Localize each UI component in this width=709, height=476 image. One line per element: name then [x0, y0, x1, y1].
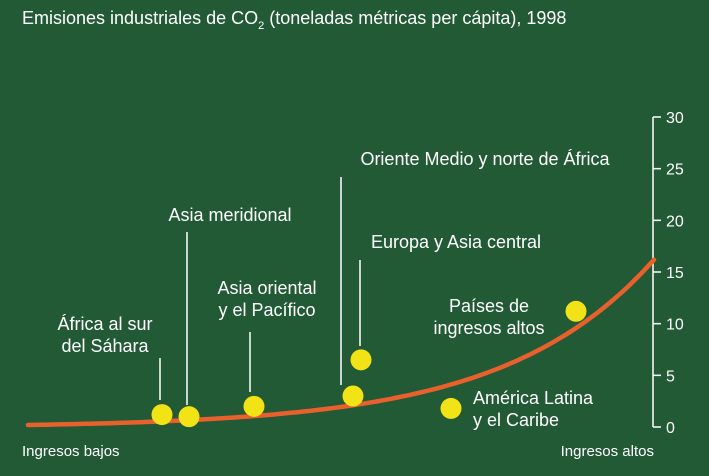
- trend-layer: [25, 257, 657, 428]
- leader-lines: [159, 177, 361, 405]
- point-label: América Latina y el Caribe: [473, 388, 594, 430]
- point-label: Europa y Asia central: [371, 232, 541, 252]
- y-tick-label: 20: [666, 213, 684, 230]
- point-label: Asia oriental y el Pacífico: [217, 278, 316, 320]
- y-tick-label: 0: [666, 420, 675, 437]
- y-tick-label: 5: [666, 368, 675, 385]
- trend-curve: [25, 257, 657, 428]
- data-point: [565, 300, 587, 322]
- data-point: [440, 397, 462, 419]
- x-label-low-income: Ingresos bajos: [22, 443, 120, 460]
- chart-title: Emisiones industriales de CO2 (toneladas…: [22, 8, 566, 32]
- data-point: [342, 385, 364, 407]
- point-label: Países de ingresos altos: [433, 296, 544, 338]
- point-label: Asia meridional: [168, 205, 291, 225]
- point-labels: África al sur del Sáhara Asia meridional As…: [57, 149, 610, 430]
- data-point: [151, 404, 173, 426]
- y-tick-label: 30: [666, 110, 684, 127]
- data-points: [151, 300, 587, 428]
- data-point: [350, 349, 372, 371]
- point-label: África al sur del Sáhara: [57, 314, 152, 356]
- data-point: [178, 406, 200, 428]
- x-label-high-income: Ingresos altos: [561, 443, 654, 460]
- data-point: [243, 395, 265, 417]
- y-tick-label: 10: [666, 317, 684, 334]
- y-tick-label: 15: [666, 265, 684, 282]
- y-axis: 0 5 10 15 20 25 30: [652, 110, 684, 437]
- point-label: Oriente Medio y norte de África: [360, 149, 610, 169]
- y-tick-label: 25: [666, 162, 684, 179]
